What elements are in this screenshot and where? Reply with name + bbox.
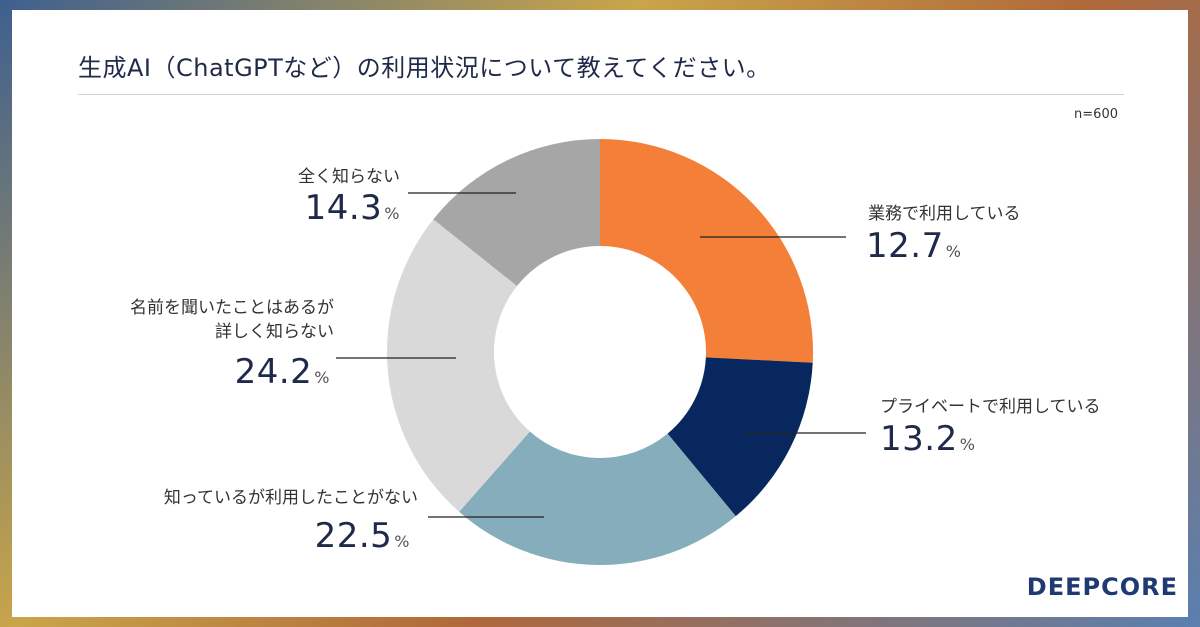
slice-known-not-used	[459, 431, 736, 565]
chart-title: 生成AI（ChatGPTなど）の利用状況について教えてください。	[78, 54, 771, 82]
label-heard-name-line1: 名前を聞いたことはあるが	[130, 298, 334, 318]
value-known-not-used: 22.5%	[314, 516, 410, 556]
label-work-use: 業務で利用している	[868, 204, 1021, 224]
sample-size: n=600	[1074, 107, 1118, 122]
value-heard-name: 24.2%	[234, 352, 330, 392]
slice-not-known	[433, 139, 600, 286]
label-private-use: プライベートで利用している	[880, 397, 1101, 417]
title-divider	[78, 94, 1124, 95]
slice-private-use	[667, 357, 813, 517]
value-private-use: 13.2%	[880, 419, 976, 459]
label-known-not-used: 知っているが利用したことがない	[163, 488, 418, 508]
slice-work-use	[600, 139, 813, 363]
slice-heard-name	[387, 219, 530, 512]
value-work-use: 12.7%	[866, 226, 962, 266]
deepcore-logo: DEEPCORE	[1026, 573, 1178, 601]
value-not-known: 14.3%	[304, 188, 400, 228]
label-not-known: 全く知らない	[298, 167, 400, 187]
label-heard-name-line2: 詳しく知らない	[215, 322, 334, 342]
